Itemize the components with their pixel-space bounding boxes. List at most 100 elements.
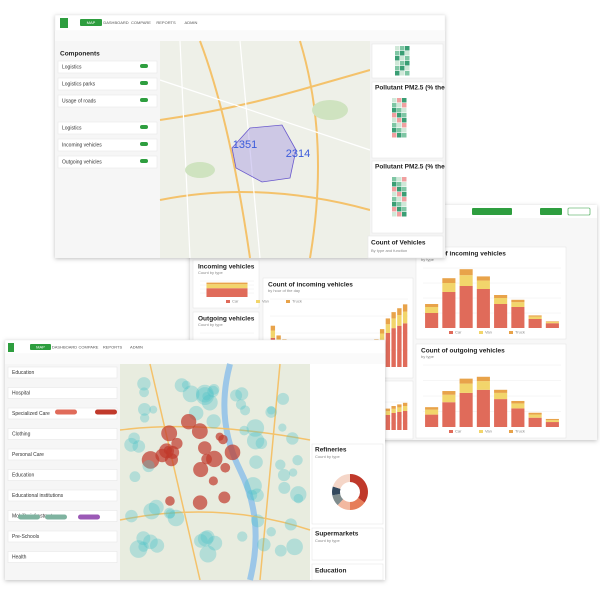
bar-segment	[276, 335, 281, 340]
legend-swatch	[256, 300, 260, 303]
nav-label: DASHBOARD	[52, 344, 77, 349]
donut-slice	[331, 486, 341, 496]
chip[interactable]	[55, 409, 77, 415]
heat-cell	[402, 177, 407, 182]
nav-button[interactable]	[78, 344, 99, 350]
heat-cell	[400, 61, 405, 66]
logo	[8, 343, 14, 352]
bar-segment	[391, 406, 396, 409]
bar-segment	[391, 408, 396, 413]
bar-segment	[397, 412, 402, 430]
legend-swatch	[509, 331, 513, 334]
heat-blob	[124, 437, 139, 452]
bar-segment	[476, 276, 490, 281]
heat-cell	[392, 192, 397, 197]
bar-segment	[528, 315, 542, 317]
heat-blob	[191, 423, 208, 440]
bar-segment	[511, 307, 525, 328]
chart-title: Count of outgoing vehicles	[421, 348, 505, 355]
bar-segment	[206, 288, 248, 297]
heat-blob	[250, 488, 264, 503]
heat-cell	[392, 113, 397, 118]
donut-slice	[337, 499, 350, 510]
toggle[interactable]	[140, 81, 148, 85]
heat-cell	[397, 187, 402, 192]
bar-segment	[476, 381, 490, 390]
heat-blob	[207, 385, 219, 398]
heat-cell	[400, 71, 405, 76]
nav-button[interactable]	[180, 19, 202, 26]
heat-cell	[395, 71, 400, 76]
nav-button[interactable]	[54, 344, 75, 350]
card-title: Count of Vehicles	[371, 240, 426, 247]
bar-segment	[494, 399, 508, 427]
heat-blob	[206, 450, 223, 468]
nav-button[interactable]	[102, 344, 123, 350]
sidebar-label: Educational institutions	[12, 493, 64, 499]
nav-label: REPORTS	[103, 344, 123, 349]
road	[119, 363, 311, 581]
nav-button[interactable]	[155, 19, 177, 26]
heat-blob	[171, 437, 183, 450]
chip[interactable]	[18, 514, 40, 520]
heat-cell	[397, 103, 402, 108]
bar-segment	[379, 329, 385, 334]
bar-segment	[459, 383, 473, 393]
button[interactable]	[540, 208, 562, 215]
legend-swatch	[479, 331, 483, 334]
chip[interactable]	[78, 514, 100, 520]
heat-blob	[284, 518, 297, 531]
road	[159, 40, 371, 259]
chip[interactable]	[95, 409, 117, 415]
heat-blob	[249, 455, 263, 469]
toggle[interactable]	[140, 98, 148, 102]
heat-cell	[402, 187, 407, 192]
sidebar-item	[7, 387, 118, 399]
legend-label: Van	[485, 429, 492, 434]
nav-button[interactable]	[130, 19, 152, 26]
card-subtitle: By type and function	[371, 248, 407, 253]
heat-cell	[402, 108, 407, 113]
heat-cell	[397, 182, 402, 187]
heat-cell	[400, 46, 405, 51]
nav-button[interactable]	[30, 344, 51, 350]
nav-button[interactable]	[105, 19, 127, 26]
heat-cell	[402, 133, 407, 138]
heat-blob	[148, 499, 164, 515]
card-title: Refineries	[315, 447, 347, 454]
nav-button[interactable]	[80, 19, 102, 26]
chip[interactable]	[45, 514, 67, 520]
bar-segment	[391, 318, 396, 329]
bar-segment	[425, 307, 439, 313]
card	[415, 246, 567, 340]
toggle[interactable]	[140, 64, 148, 68]
button[interactable]	[472, 208, 512, 215]
heat-blob	[180, 414, 197, 430]
river	[221, 363, 259, 581]
sidebar-item	[7, 469, 118, 481]
heat-blob	[292, 455, 303, 466]
heat-blob	[215, 432, 224, 441]
nav-button[interactable]	[126, 344, 147, 350]
bar-segment	[476, 280, 490, 289]
legend-label: Car	[455, 330, 462, 335]
toggle[interactable]	[140, 159, 148, 163]
road	[159, 40, 371, 259]
heat-cell	[392, 182, 397, 187]
bar-segment	[397, 315, 402, 326]
bar-segment	[425, 414, 439, 427]
heat-blob	[181, 380, 191, 390]
bar-segment	[425, 304, 439, 307]
heat-blob	[251, 514, 265, 528]
legend-label: Car	[455, 429, 462, 434]
bar-segment	[494, 304, 508, 328]
toggle[interactable]	[140, 125, 148, 129]
nav-label: ADMIN	[185, 20, 198, 25]
legend-swatch	[449, 430, 453, 433]
bar-segment	[425, 313, 439, 328]
heat-cell	[395, 66, 400, 71]
toggle[interactable]	[140, 142, 148, 146]
bar-segment	[476, 376, 490, 382]
heat-blob	[201, 394, 218, 411]
button[interactable]	[567, 207, 591, 216]
